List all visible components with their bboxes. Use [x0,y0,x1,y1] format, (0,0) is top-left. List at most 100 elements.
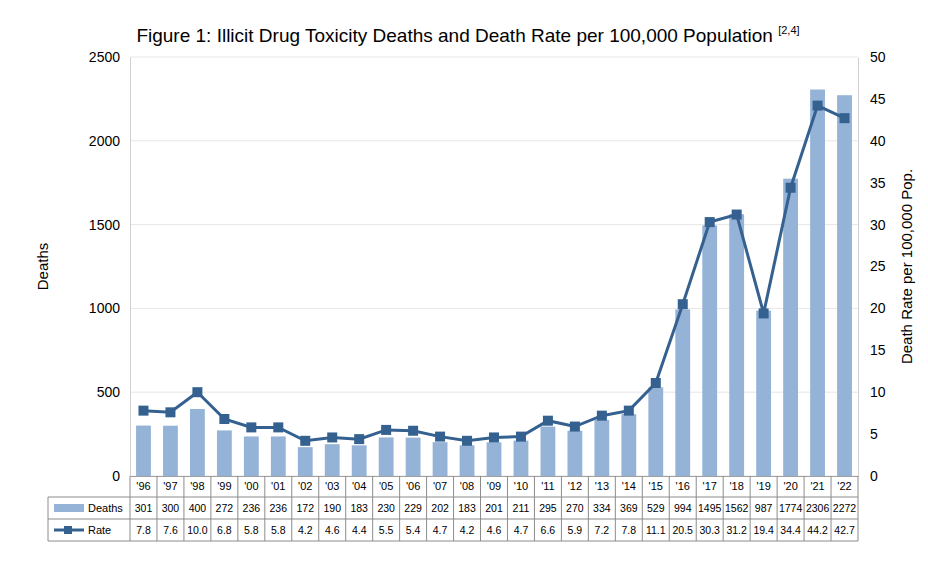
axis-line [130,58,131,477]
marker [840,113,850,123]
tick-label: '22 [837,480,851,492]
tick: '09 [487,476,501,492]
tick: 35 [858,175,886,191]
table-border [372,476,373,541]
tick-label: '17 [703,480,717,492]
chart-svg: 0500100015002000250005101520253035404550… [0,0,928,587]
tick: '02 [298,476,312,492]
tick: '04 [352,476,366,492]
tick-label: '00 [244,480,258,492]
marker [327,432,337,442]
tick-label: 40 [870,133,886,149]
table-border [264,476,265,541]
bar [675,309,690,476]
tick-label: '98 [190,480,204,492]
table-value: 272 [216,502,234,514]
tick: '96 [136,476,150,492]
tick: 5 [858,426,878,442]
x-axis: '96'97'98'99'00'01'02'03'04'05'06'07'08'… [131,476,859,492]
tick-label: 15 [870,342,886,358]
table-border [318,476,319,541]
title: Figure 1: Illicit Drug Toxicity Deaths a… [136,24,799,46]
y2-axis-title: Death Rate per 100,000 Pop. [898,169,915,364]
bar [648,387,663,476]
table-border [48,497,858,498]
table-value: 300 [162,502,180,514]
tick: '15 [649,476,663,492]
marker [381,425,391,435]
grid [130,57,858,476]
table-value: 44.2 [807,524,828,536]
table-value: 7.6 [163,524,178,536]
tick-label: 2000 [89,133,120,149]
grid-line [130,57,858,58]
table-value: 236 [270,502,288,514]
marker [354,434,364,444]
table-border [642,476,643,541]
table-value: 211 [513,502,530,514]
table-value: 201 [485,502,503,514]
y-axis: 05001000150020002500 [89,49,131,484]
tick-label: 1500 [89,217,120,233]
tick: '03 [325,476,339,492]
table-value: 4.7 [433,524,448,536]
table-border [777,476,778,541]
marker [516,432,526,442]
table-border [210,476,211,541]
bar [594,420,609,476]
marker [165,407,175,417]
tick: 20 [858,300,886,316]
table-value: 5.9 [568,524,583,536]
marker [489,432,499,442]
tick: '12 [568,476,582,492]
table-border [534,476,535,541]
table-border [723,476,724,541]
table-border [858,476,859,541]
tick-label: 45 [870,91,886,107]
tick: 40 [858,133,886,149]
table-border [750,476,751,541]
tick-label: 0 [870,468,878,484]
table-value: 172 [296,502,314,514]
marker [597,411,607,421]
table-value: 11.1 [646,524,666,536]
table-border [453,476,454,541]
marker [813,101,823,111]
tick: '10 [514,476,528,492]
tick: '16 [676,476,690,492]
table-border [48,519,858,520]
tick-label: 500 [97,384,121,400]
bar [702,225,717,476]
bar [271,436,286,476]
table-border [237,476,238,541]
tick: 0 [112,468,130,484]
table-value: 20.5 [673,524,694,536]
tick-label: 5 [870,426,878,442]
table-value: 2306 [806,502,830,514]
axis-line [858,58,859,477]
background [0,0,928,587]
table-value: 4.4 [352,524,367,536]
table-value: 4.6 [487,524,502,536]
tick-label: 35 [870,175,886,191]
table-value: 1495 [698,502,722,514]
axis-line [131,476,859,477]
tick-label: '02 [298,480,312,492]
tick-label: 25 [870,258,886,274]
table-value: 7.8 [622,524,637,536]
table-value: 236 [243,502,261,514]
table-border [48,497,49,541]
bar [514,441,529,476]
tick-label: '19 [756,480,770,492]
table-value: 183 [350,502,368,514]
table-border [669,476,670,541]
tick-label: 50 [870,49,886,65]
table-border [426,476,427,541]
marker [705,217,715,227]
table-value: 7.8 [136,524,151,536]
table-value: 42.7 [834,524,855,536]
table-border [130,476,131,541]
tick: 25 [858,258,886,274]
tick-label: 0 [112,468,120,484]
tick: 15 [858,342,886,358]
